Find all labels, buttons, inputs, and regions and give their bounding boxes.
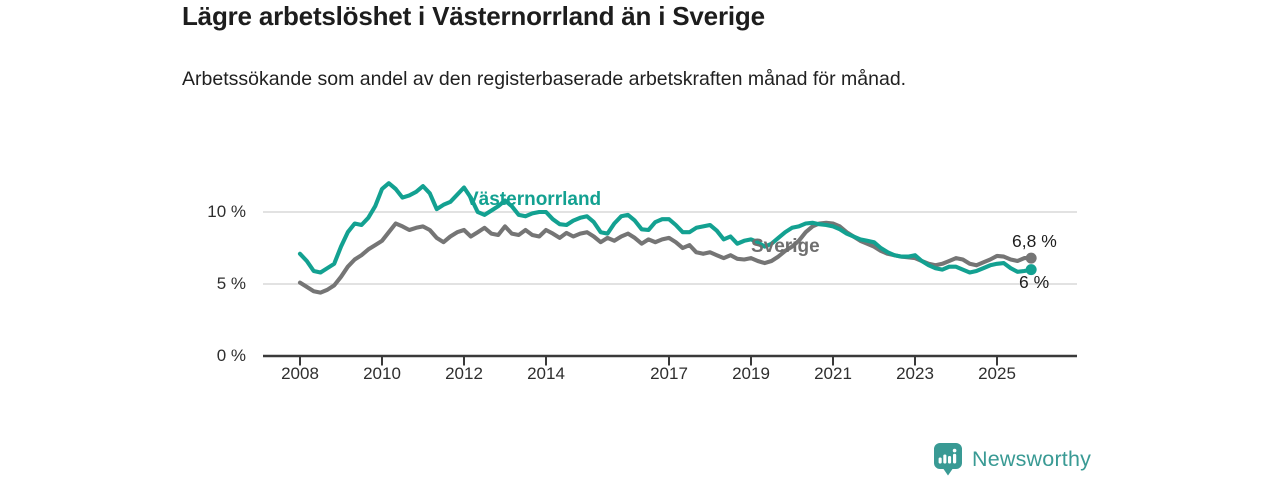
newsworthy-logo: Newsworthy: [934, 443, 1091, 476]
y-tick-label: 0 %: [216, 346, 246, 365]
x-tick-label: 2021: [814, 364, 852, 383]
end-value-label-sverige: 6,8 %: [1012, 231, 1057, 251]
chart-subtitle: Arbetssökande som andel av den registerb…: [182, 68, 907, 90]
y-tick-label: 10 %: [207, 202, 246, 221]
series-label-sverige: Sverige: [751, 236, 820, 257]
x-tick-label: 2010: [363, 364, 401, 383]
x-tick-label: 2008: [281, 364, 319, 383]
x-tick-label: 2025: [978, 364, 1016, 383]
x-tick-label: 2017: [650, 364, 688, 383]
x-tick-label: 2019: [732, 364, 770, 383]
x-tick-label: 2014: [527, 364, 565, 383]
y-tick-label: 5 %: [216, 274, 246, 293]
newsworthy-badge-icon: [934, 443, 962, 476]
chart-title: Lägre arbetslöshet i Västernorrland än i…: [182, 1, 765, 31]
x-tick-label: 2023: [896, 364, 934, 383]
x-tick-label: 2012: [445, 364, 483, 383]
series-label-vasternorrland: Västernorrland: [466, 189, 602, 210]
end-value-label-vasternorrland: 6 %: [1019, 272, 1050, 292]
newsworthy-wordmark: Newsworthy: [972, 447, 1092, 471]
